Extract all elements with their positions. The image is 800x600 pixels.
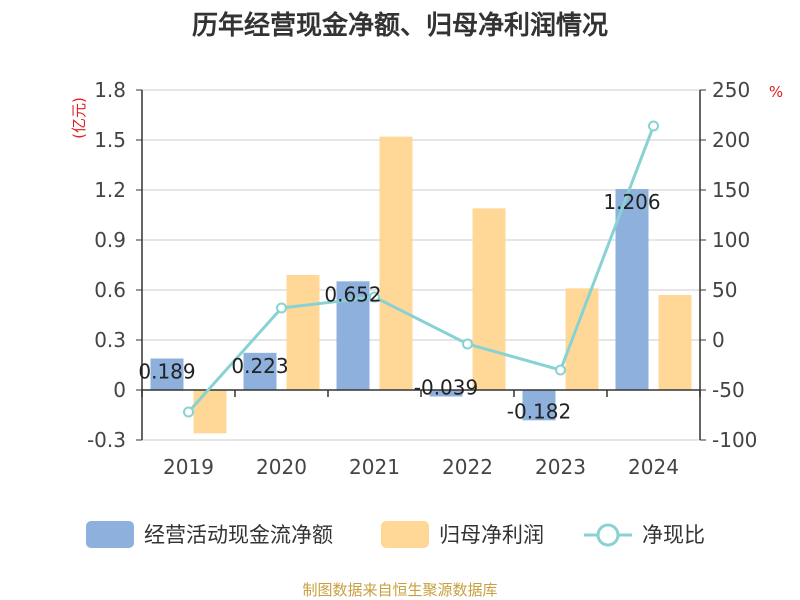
left-tick-label: 0.9 <box>94 228 126 252</box>
bar-cashflow <box>243 352 277 390</box>
legend-swatch-cashflow <box>86 521 134 548</box>
bar-profit <box>193 390 227 434</box>
data-label-cashflow: 0.189 <box>138 360 195 384</box>
x-tick-label: 2022 <box>442 455 493 479</box>
left-tick-label: 1.5 <box>94 128 126 152</box>
left-tick-label: 0 <box>113 378 126 402</box>
left-tick-label: -0.3 <box>87 428 126 452</box>
left-axis-unit: (亿元) <box>70 97 88 139</box>
right-tick-label: -100 <box>712 428 757 452</box>
data-label-cashflow: -0.039 <box>414 376 478 400</box>
ratio-point <box>462 338 473 350</box>
bar-profit <box>286 275 320 390</box>
x-tick-label: 2024 <box>628 455 679 479</box>
bar-cashflow <box>150 358 184 390</box>
bar-cashflow <box>429 390 463 397</box>
right-tick-label: 50 <box>712 278 737 302</box>
legend: 经营活动现金流净额 归母净利润 净现比 <box>86 521 705 548</box>
right-tick-label: -50 <box>712 378 745 402</box>
data-label-cashflow: 1.206 <box>603 190 660 214</box>
data-label-cashflow: -0.182 <box>507 399 571 423</box>
source-note: 制图数据来自恒生聚源数据库 <box>302 581 497 599</box>
bar-profit <box>379 136 413 390</box>
ratio-point <box>648 120 659 132</box>
x-tick-label: 2020 <box>256 455 307 479</box>
legend-label-profit: 归母净利润 <box>439 523 544 547</box>
data-labels: 0.189 0.223 0.652 -0.039 -0.182 1.206 <box>138 190 660 423</box>
right-axis-unit: % <box>769 83 783 101</box>
right-tick-label: 250 <box>712 78 750 102</box>
bar-cashflow <box>615 189 649 390</box>
right-tick-label: 0 <box>712 328 725 352</box>
legend-label-cashflow: 经营活动现金流净额 <box>144 523 333 547</box>
ratio-point <box>555 364 566 376</box>
data-label-cashflow: 0.652 <box>324 282 381 306</box>
ratio-point <box>369 291 380 303</box>
right-tick-label: 150 <box>712 178 750 202</box>
left-tick-label: 0.3 <box>94 328 126 352</box>
bar-cashflow <box>522 390 556 421</box>
x-tick-label: 2019 <box>163 455 214 479</box>
left-tick-label: 1.2 <box>94 178 126 202</box>
bar-profit <box>565 288 599 390</box>
ratio-line <box>183 120 659 418</box>
axes: -0.3 0 0.3 0.6 0.9 1.2 1.5 1.8 -100 -50 0 50 100 150 2… <box>87 78 757 479</box>
x-tick-label: 2023 <box>535 455 586 479</box>
x-tick-label: 2021 <box>349 455 400 479</box>
chart-title: 历年经营现金净额、归母净利润情况 <box>192 10 608 41</box>
ratio-point <box>276 302 287 314</box>
ratio-point <box>183 406 194 418</box>
data-label-cashflow: 0.223 <box>231 354 288 378</box>
legend-swatch-ratio-marker <box>596 523 620 547</box>
bar-profit <box>472 208 506 390</box>
legend-label-ratio: 净现比 <box>642 523 705 547</box>
ratio-line-path <box>187 125 655 413</box>
bar-profit <box>658 295 692 390</box>
right-tick-label: 200 <box>712 128 750 152</box>
right-tick-label: 100 <box>712 228 750 252</box>
left-tick-label: 1.8 <box>94 78 126 102</box>
legend-swatch-profit <box>381 521 429 548</box>
bars <box>150 136 692 434</box>
left-tick-label: 0.6 <box>94 278 126 302</box>
